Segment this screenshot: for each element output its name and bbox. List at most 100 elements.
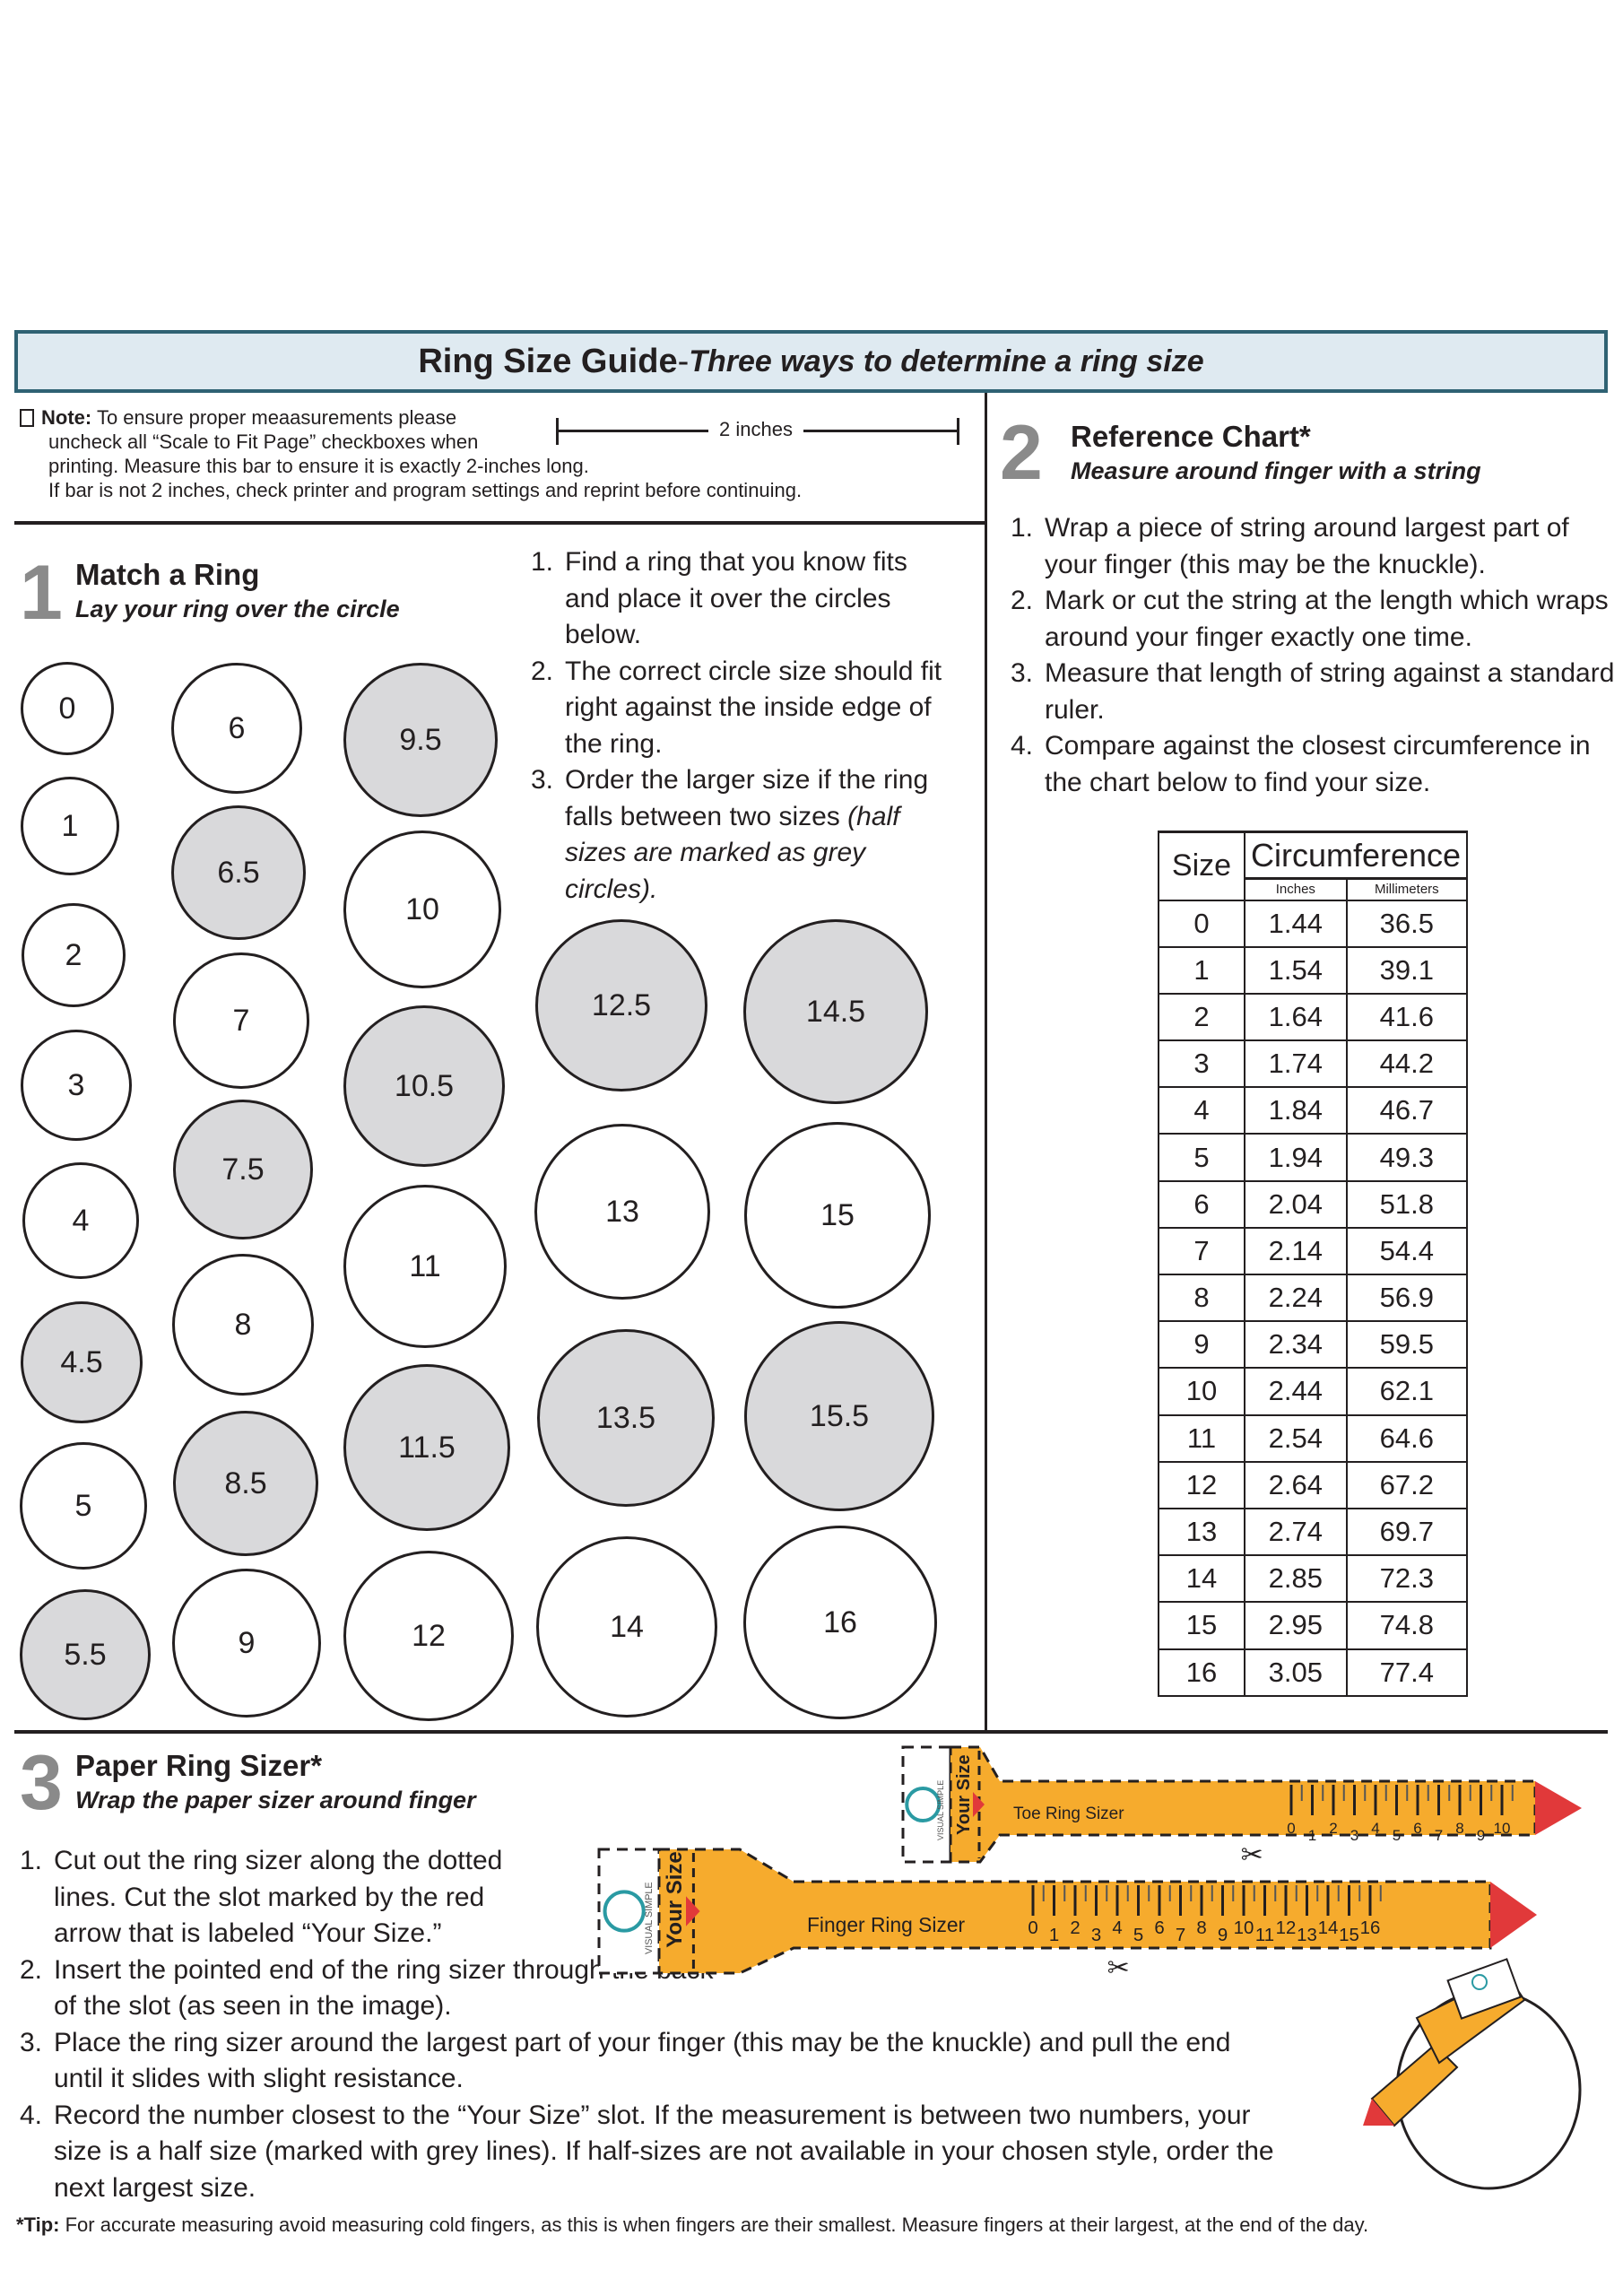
ring-circle: 4.5 [21,1301,143,1423]
cell-size: 1 [1158,945,1245,995]
scale-number: 2 [1070,1918,1080,1938]
cell-mm: 62.1 [1345,1367,1469,1416]
cell-inches: 2.24 [1244,1273,1348,1323]
step: 4. Compare against the closest circumfere… [1011,731,1591,797]
table-row: 16 3.05 77.4 [1158,1648,1469,1697]
cell-size: 5 [1158,1133,1245,1182]
cell-inches: 1.74 [1244,1039,1348,1089]
cell-size: 13 [1158,1507,1245,1557]
table-row: 10 2.44 62.1 [1158,1367,1469,1416]
ring-circle: 15.5 [744,1321,934,1511]
finger-ring-sizer: VISUAL SIMPLE Your Size Finger Ring Sizer 0… [597,1848,1537,1983]
cell-inches: 2.54 [1244,1413,1348,1463]
cell-mm: 72.3 [1345,1554,1469,1604]
scale-number: 3 [1350,1827,1358,1844]
table-row: 7 2.14 54.4 [1158,1226,1469,1276]
scale-number: 8 [1455,1820,1463,1837]
table-row: 13 2.74 69.7 [1158,1507,1469,1557]
your-size-label: Your Size [954,1754,974,1835]
scale-number: 9 [1477,1827,1485,1844]
bar-label: 2 inches [708,418,803,441]
step: 3. Place the ring sizer around the larges… [20,2027,1231,2094]
page-subtitle: Three ways to determine a ring size [689,344,1204,378]
table-row: 12 2.64 67.2 [1158,1460,1469,1509]
step: 2. Mark or cut the string at the length w… [1011,586,1609,652]
scissors-icon: ✂ [1107,1953,1130,1983]
cell-inches: 3.05 [1244,1648,1348,1697]
title-bar: Ring Size Guide - Three ways to determin… [14,330,1608,393]
column-divider [985,393,987,1733]
scale-number: 13 [1297,1926,1317,1945]
scale-number: 15 [1339,1926,1359,1945]
header-circumference: Circumference [1244,831,1468,880]
section-subtitle: Lay your ring over the circle [75,596,400,622]
cell-size: 9 [1158,1320,1245,1370]
cell-inches: 1.54 [1244,945,1348,995]
step: 3. Measure that length of string against … [1011,658,1615,725]
section-title: Match a Ring [75,558,260,591]
tip-label: *Tip: [16,2213,60,2236]
ring-circle: 13.5 [537,1329,715,1507]
note-line: To ensure proper meaasurements please [96,406,457,429]
scale-number: 0 [1028,1918,1037,1938]
sizer-label: Finger Ring Sizer [807,1913,966,1936]
ring-circle: 1 [21,777,119,875]
step: 3. Order the larger size if the ring fall… [531,765,929,904]
cell-size: 16 [1158,1648,1245,1697]
cell-inches: 1.94 [1244,1133,1348,1182]
scale-number: 11 [1255,1926,1274,1945]
cell-mm: 77.4 [1345,1648,1469,1697]
section-number: 1 [20,550,63,636]
ring-circle: 11.5 [343,1364,510,1531]
cell-mm: 54.4 [1345,1226,1469,1276]
table-row: 3 1.74 44.2 [1158,1039,1469,1089]
scale-number: 12 [1276,1918,1297,1938]
cell-mm: 49.3 [1345,1133,1469,1182]
ring-circle: 5.5 [20,1589,151,1720]
cell-size: 7 [1158,1226,1245,1276]
two-inch-bar: 2 inches [556,418,959,445]
ring-circle: 10 [343,831,501,988]
brand-logo-icon [603,1890,646,1933]
scale-number: 5 [1393,1827,1401,1844]
brand-text: VISUAL SIMPLE [644,1882,655,1954]
cell-size: 0 [1158,899,1245,948]
scale-number: 1 [1308,1827,1316,1844]
section-subtitle: Measure around finger with a string [1071,457,1481,484]
cell-inches: 2.85 [1244,1554,1348,1604]
section-number: 2 [1000,410,1043,496]
table-row: 14 2.85 72.3 [1158,1554,1469,1604]
ring-circle: 7.5 [173,1100,313,1239]
table-row: 6 2.04 51.8 [1158,1179,1469,1229]
toe-ring-sizer: VISUAL SIMPLE Your Size Toe Ring Sizer 0 1 2 3… [901,1745,1582,1870]
header-millimeters: Millimeters [1345,877,1469,901]
step: 4. Record the number closest to the “Your… [20,2100,1274,2203]
scale-number: 3 [1091,1926,1101,1945]
brand-logo-icon [905,1787,942,1822]
section2-steps: 1. Wrap a piece of string around largest … [1011,510,1620,801]
ring-circle: 9 [172,1569,321,1718]
step: 1. Find a ring that you know fits and pla… [531,547,907,649]
cell-mm: 59.5 [1345,1320,1469,1370]
cell-size: 10 [1158,1367,1245,1416]
section3-steps: 1. Cut out the ring sizer along the dotte… [20,1843,1302,2206]
cell-size: 12 [1158,1460,1245,1509]
ring-circle: 13 [534,1124,710,1300]
ring-circle: 15 [744,1122,931,1309]
ring-circle: 9.5 [343,663,498,817]
cut-line [597,1848,661,1975]
cut-line [901,1745,952,1864]
scale-number: 4 [1112,1918,1122,1938]
document-icon [20,409,34,427]
sizer-label: Toe Ring Sizer [1013,1805,1124,1823]
scale-number: 7 [1176,1926,1185,1945]
note-divider [14,521,986,525]
ring-circle: 2 [22,903,126,1007]
header-size: Size [1158,831,1245,901]
cell-size: 6 [1158,1179,1245,1229]
scale-number: 6 [1413,1820,1421,1837]
cell-mm: 39.1 [1345,945,1469,995]
pointed-end [1490,1882,1537,1948]
cell-size: 11 [1158,1413,1245,1463]
